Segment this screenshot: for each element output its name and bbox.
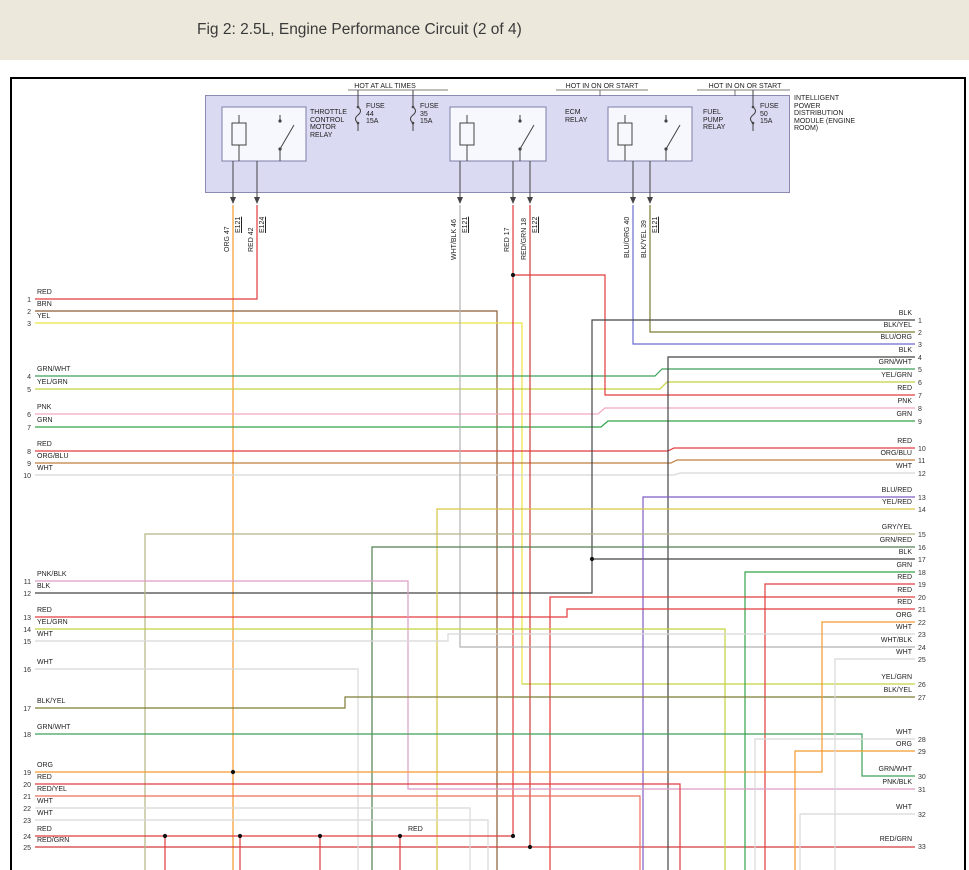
wire-red (35, 608, 915, 618)
down-arrow-icon (457, 197, 463, 204)
wire-yel-red (436, 508, 915, 870)
wire-blk (35, 319, 915, 594)
wire-org-blu (35, 459, 915, 464)
wire-wht (35, 668, 359, 870)
wire-yel (35, 322, 523, 684)
junction-dot (527, 844, 533, 850)
wire-wht (754, 738, 915, 870)
wire-red (35, 447, 915, 452)
junction-dot (397, 833, 403, 839)
wire-blu-red (642, 496, 915, 870)
relay-terminal (518, 119, 522, 123)
down-arrow-icon (254, 197, 260, 204)
wire-wht (35, 633, 915, 642)
relay-switch-icon (279, 124, 295, 150)
throttle-control-motor-relay-label: THROTTLE CONTROL MOTOR RELAY (310, 109, 347, 139)
wire-org (35, 621, 915, 773)
fuse-icon (749, 106, 757, 124)
wire-brn (35, 310, 498, 870)
down-arrow-icon (647, 197, 653, 204)
wire-red (513, 274, 915, 396)
down-arrow-icon (630, 197, 636, 204)
fuse-35-label: FUSE 35 15A (420, 103, 439, 125)
junction-dot (317, 833, 323, 839)
junction-dot (162, 833, 168, 839)
relay-terminal (664, 119, 668, 123)
wire-wht (35, 819, 489, 870)
wire-red (549, 596, 915, 870)
wire-yel-grn (35, 628, 726, 870)
wire-blu-org (632, 205, 915, 345)
relay-switch-icon (665, 124, 681, 150)
relay-terminal (664, 147, 668, 151)
fuse-icon (409, 106, 417, 124)
fuse-terminal (411, 105, 415, 109)
wire-grn (35, 420, 915, 428)
hot-in-on-or-start-label-1: HOT IN ON OR START (565, 83, 639, 90)
wire-blk (667, 356, 915, 870)
fuse-terminal (751, 121, 755, 125)
junction-dot (230, 769, 236, 775)
wire-grn-red (371, 546, 915, 870)
wire-red-yel (35, 795, 641, 870)
junction-dot (237, 833, 243, 839)
wire-wht (799, 813, 915, 870)
relay-box (449, 106, 547, 162)
wire-yel-grn (35, 381, 915, 390)
relay-terminal (518, 147, 522, 151)
wire-blk-yel (649, 205, 915, 333)
fuse-terminal (411, 121, 415, 125)
wire-pnk (35, 407, 915, 415)
fuel-pump-relay-label: FUEL PUMP RELAY (703, 109, 726, 131)
wire-wht (35, 472, 915, 476)
wire-wht (834, 658, 915, 870)
wire-wht (35, 807, 471, 870)
fuse-terminal (751, 105, 755, 109)
wire-pnk-blk (35, 580, 915, 790)
module-name-label: INTELLIGENT POWER DISTRIBUTION MODULE (E… (794, 95, 856, 132)
down-arrow-icon (510, 197, 516, 204)
wire-gry-yel (144, 533, 915, 870)
wire-grn-wht (35, 733, 915, 777)
fuse-icon (354, 106, 362, 124)
diagram-border (10, 77, 966, 870)
wire-red (35, 205, 258, 300)
down-arrow-icon (230, 197, 236, 204)
wire-org (794, 750, 915, 870)
relay-terminal (278, 147, 282, 151)
wire-red (764, 583, 915, 870)
title-bar: Fig 2: 2.5L, Engine Performance Circuit … (0, 0, 969, 60)
relay-terminal (278, 119, 282, 123)
figure-title: Fig 2: 2.5L, Engine Performance Circuit … (197, 21, 522, 38)
junction-dot (589, 556, 595, 562)
fuse-terminal (356, 105, 360, 109)
wire-grn-wht (35, 368, 915, 377)
hot-at-all-times-label: HOT AT ALL TIMES (354, 83, 416, 90)
junction-dot (510, 833, 516, 839)
fuse-44-label: FUSE 44 15A (366, 103, 385, 125)
relay-switch-icon (519, 124, 535, 150)
fuse-50-label: FUSE 50 15A (760, 103, 779, 125)
hot-in-on-or-start-label-2: HOT IN ON OR START (708, 83, 782, 90)
wire-blk-yel (35, 696, 915, 709)
wire-grn (744, 571, 915, 870)
ecm-relay-label: ECM RELAY (565, 109, 588, 124)
relay-box (607, 106, 693, 162)
fuse-terminal (356, 121, 360, 125)
wire-red (35, 783, 681, 870)
down-arrow-icon (527, 197, 533, 204)
junction-dot (510, 272, 516, 278)
relay-box (221, 106, 307, 162)
wire-wht-blk (459, 205, 915, 648)
